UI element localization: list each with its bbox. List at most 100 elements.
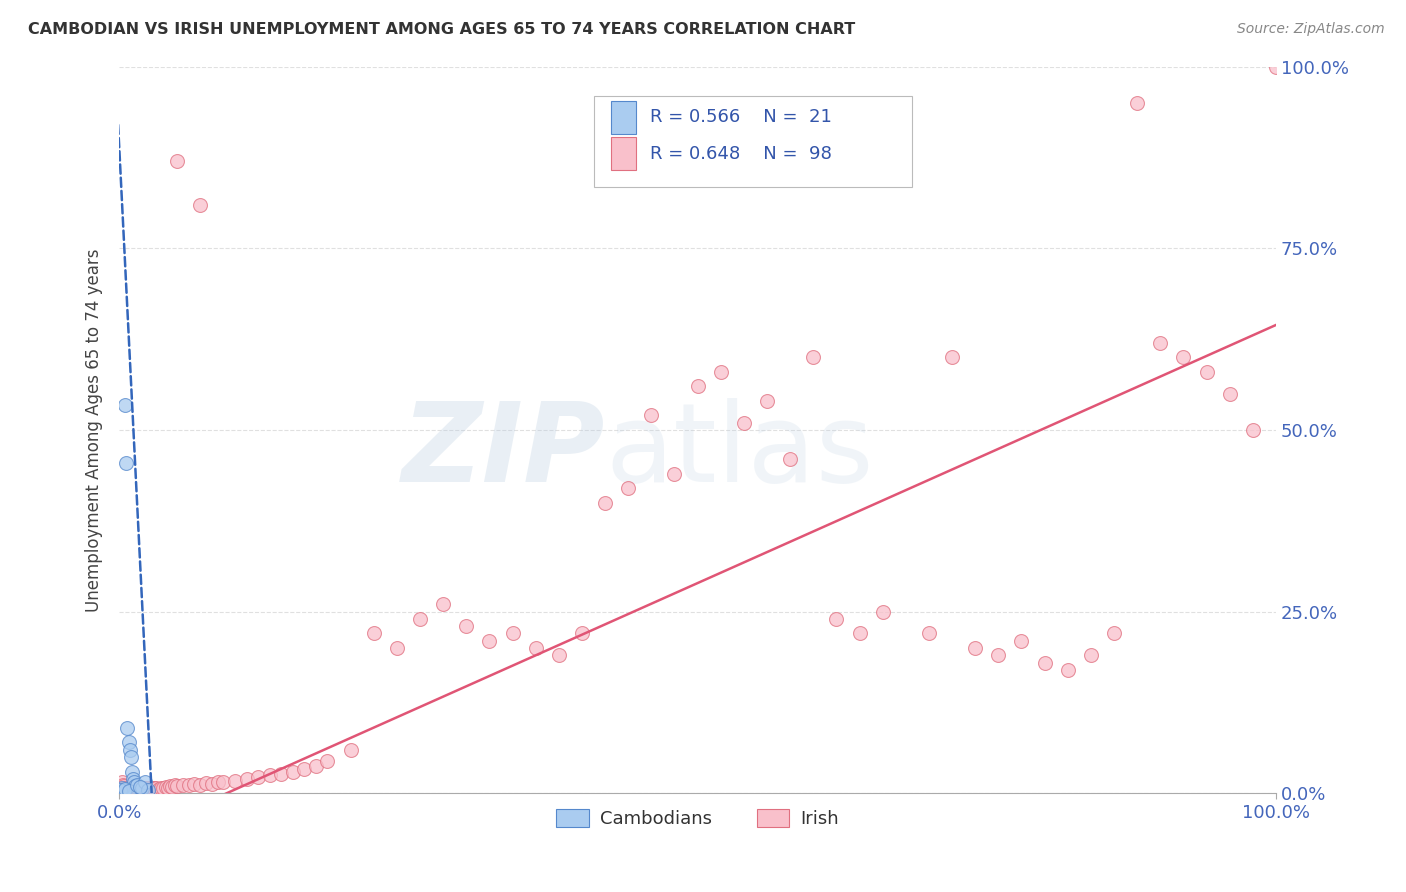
Point bbox=[195, 776, 218, 790]
Point bbox=[127, 783, 149, 797]
Point bbox=[124, 779, 146, 793]
Point bbox=[1033, 656, 1056, 670]
Point bbox=[114, 398, 136, 412]
Point bbox=[547, 648, 569, 663]
Point bbox=[155, 780, 177, 794]
Point bbox=[114, 782, 136, 797]
Point bbox=[172, 778, 194, 792]
Point bbox=[131, 782, 153, 797]
Point bbox=[117, 783, 139, 797]
Point bbox=[987, 648, 1010, 663]
Point bbox=[111, 778, 134, 792]
Point bbox=[121, 783, 143, 797]
Point bbox=[432, 598, 454, 612]
Point bbox=[117, 735, 139, 749]
Point bbox=[125, 778, 148, 792]
Point bbox=[710, 365, 733, 379]
Point bbox=[1195, 365, 1218, 379]
Point bbox=[125, 782, 148, 797]
Text: ZIP: ZIP bbox=[402, 398, 605, 505]
Point bbox=[825, 612, 848, 626]
Point bbox=[316, 755, 339, 769]
Point bbox=[141, 782, 163, 797]
Text: R = 0.648    N =  98: R = 0.648 N = 98 bbox=[650, 145, 832, 163]
Point bbox=[124, 782, 146, 797]
Point bbox=[292, 763, 315, 777]
Point bbox=[122, 772, 145, 786]
Point bbox=[145, 781, 167, 796]
Point bbox=[139, 782, 162, 797]
Point bbox=[177, 778, 200, 792]
Point bbox=[156, 780, 179, 795]
Point bbox=[1265, 60, 1288, 74]
Point bbox=[801, 351, 824, 365]
Point bbox=[112, 779, 135, 793]
Point bbox=[188, 778, 211, 792]
Point bbox=[524, 640, 547, 655]
Point bbox=[247, 770, 270, 784]
Point bbox=[129, 783, 152, 797]
Point bbox=[124, 783, 146, 797]
Point bbox=[120, 750, 142, 764]
Text: atlas: atlas bbox=[605, 398, 873, 505]
Point bbox=[686, 379, 709, 393]
Point bbox=[478, 633, 501, 648]
Point bbox=[142, 781, 165, 796]
Point bbox=[1011, 633, 1033, 648]
FancyBboxPatch shape bbox=[610, 137, 637, 170]
Point bbox=[305, 758, 328, 772]
Point bbox=[138, 781, 160, 796]
Point bbox=[152, 781, 174, 796]
Point bbox=[166, 154, 188, 169]
Point bbox=[756, 393, 779, 408]
Point bbox=[121, 764, 143, 779]
Point bbox=[112, 784, 135, 798]
Point bbox=[159, 779, 181, 793]
Point bbox=[502, 626, 524, 640]
Point bbox=[110, 780, 132, 795]
Point bbox=[114, 780, 136, 795]
Point bbox=[115, 456, 138, 470]
Point bbox=[571, 626, 593, 640]
Y-axis label: Unemployment Among Ages 65 to 74 years: Unemployment Among Ages 65 to 74 years bbox=[86, 248, 103, 612]
Point bbox=[212, 774, 235, 789]
Point bbox=[129, 782, 152, 797]
Point bbox=[132, 782, 155, 797]
Point bbox=[129, 780, 152, 794]
Point bbox=[115, 782, 138, 797]
Point bbox=[110, 783, 132, 797]
Point bbox=[136, 782, 159, 797]
Text: Source: ZipAtlas.com: Source: ZipAtlas.com bbox=[1237, 22, 1385, 37]
Point bbox=[201, 777, 224, 791]
Point bbox=[409, 612, 432, 626]
Point bbox=[224, 774, 246, 789]
Point bbox=[664, 467, 686, 481]
Point bbox=[339, 743, 361, 757]
Point bbox=[1102, 626, 1125, 640]
Point bbox=[872, 605, 894, 619]
Point bbox=[117, 782, 139, 797]
Point bbox=[1173, 351, 1195, 365]
Point bbox=[1080, 648, 1102, 663]
Point bbox=[162, 780, 184, 794]
Point bbox=[128, 784, 150, 798]
Point bbox=[183, 777, 205, 791]
FancyBboxPatch shape bbox=[593, 95, 911, 186]
FancyBboxPatch shape bbox=[610, 101, 637, 134]
Point bbox=[640, 409, 662, 423]
Point bbox=[617, 481, 640, 495]
Point bbox=[281, 764, 304, 779]
Text: CAMBODIAN VS IRISH UNEMPLOYMENT AMONG AGES 65 TO 74 YEARS CORRELATION CHART: CAMBODIAN VS IRISH UNEMPLOYMENT AMONG AG… bbox=[28, 22, 855, 37]
Point bbox=[134, 775, 156, 789]
Point bbox=[1056, 663, 1078, 677]
Point bbox=[456, 619, 478, 633]
Point bbox=[149, 780, 172, 795]
Point bbox=[111, 782, 134, 797]
Point bbox=[259, 768, 281, 782]
Legend: Cambodians, Irish: Cambodians, Irish bbox=[550, 801, 846, 835]
Point bbox=[143, 780, 166, 795]
Point bbox=[270, 766, 292, 780]
Point bbox=[188, 197, 211, 211]
Point bbox=[163, 778, 186, 792]
Point bbox=[941, 351, 963, 365]
